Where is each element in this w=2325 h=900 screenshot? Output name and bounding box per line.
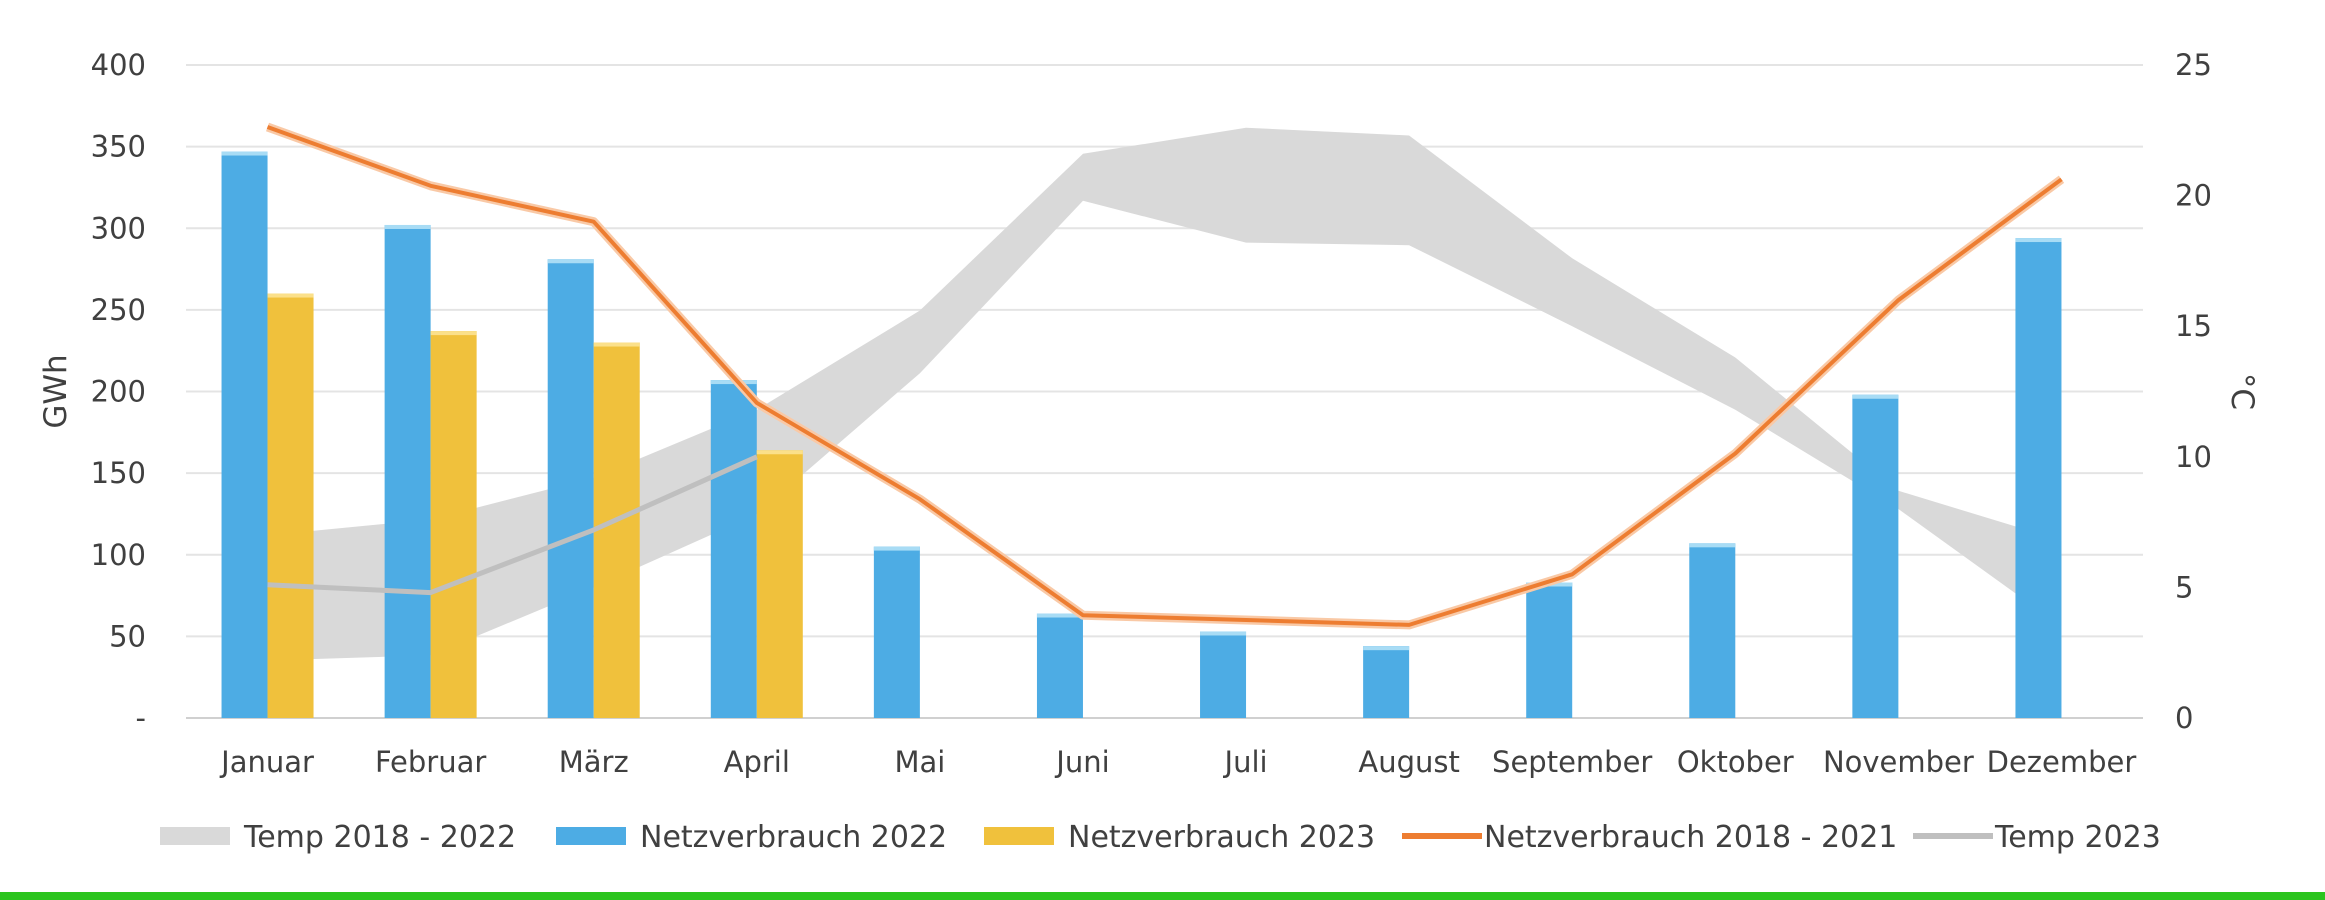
y-right-tick-label: 10 [2175,440,2212,474]
x-tick-label: November [1823,745,1974,779]
legend-item: Netzverbrauch 2018 - 2021 [1402,820,1897,855]
bar-netzverbrauch-2022 [1200,631,1247,718]
bar-netzverbrauch-2022 [221,151,268,718]
lines-layer [265,122,2065,630]
legend-swatch [556,827,626,845]
y-right-tick-label: 25 [2175,48,2212,82]
bar-2022-cap [1036,613,1083,618]
legend-label: Temp 2023 [1994,820,2161,855]
y-right-tick-label: 0 [2175,701,2193,735]
bar-netzverbrauch-2022 [1526,582,1573,718]
x-tick-label: Juni [1054,745,1109,779]
bar-2022-cap [1200,631,1247,636]
bar-2023-cap [267,293,314,298]
legend-swatch [984,827,1054,845]
legend-item: Netzverbrauch 2023 [984,820,1375,855]
bar-2022-cap [2015,238,2062,243]
bar-netzverbrauch-2022 [1852,394,1899,718]
bar-2022-cap [1363,646,1410,651]
bar-netzverbrauch-2022 [2015,238,2062,719]
bar-netzverbrauch-2023 [593,342,640,718]
bar-2022-cap [221,151,268,156]
x-tick-label: Februar [375,745,486,779]
legend-label: Netzverbrauch 2023 [1068,820,1375,855]
bar-2023-cap [756,450,803,455]
legend-swatch [160,827,230,845]
bar-2022-cap [1689,543,1736,548]
y-left-axis-title: GWh [38,354,74,428]
axes-layer: - 50 100 150 200 250 300 350 400 0 5 10 15 20 25 Januar… [38,48,2260,779]
legend-item: Temp 2018 - 2022 [160,820,516,855]
x-tick-label: März [559,745,629,779]
x-tick-label: Mai [894,745,945,779]
y-right-tick-label: 15 [2175,309,2212,343]
legend-item: Temp 2023 [1913,820,2161,855]
bar-netzverbrauch-2022 [384,224,431,719]
bar-2022-cap [547,259,594,264]
legend-label: Netzverbrauch 2018 - 2021 [1484,820,1897,855]
y-right-tick-label: 5 [2175,570,2193,604]
legend: Temp 2018 - 2022 Netzverbrauch 2022 Netzve… [160,820,2161,855]
bar-netzverbrauch-2022 [547,259,594,718]
line-temp-2023 [267,454,758,596]
bar-netzverbrauch-2022 [873,546,920,718]
x-tick-label: Dezember [1987,745,2137,779]
x-tick-label: Oktober [1677,745,1794,779]
y-left-tick-label: 400 [91,48,146,82]
bar-netzverbrauch-2023 [430,331,477,718]
x-tick-label: August [1358,745,1460,779]
x-tick-label: Januar [219,745,314,779]
bar-netzverbrauch-2023 [267,293,314,718]
line-netzverbrauch-2018-2021 [266,125,2063,627]
legend-label: Netzverbrauch 2022 [640,820,947,855]
y-left-tick-label: 200 [91,375,146,409]
y-left-tick-label: - [136,701,146,735]
y-left-tick-label: 100 [91,538,146,572]
y-left-tick-label: 50 [109,619,146,653]
y-right-axis-title: °C [2224,373,2260,410]
bars-layer [221,151,2062,719]
bar-netzverbrauch-2022 [1689,543,1736,718]
y-left-tick-label: 300 [91,211,146,245]
x-tick-label: Juli [1223,745,1268,779]
y-left-tick-label: 350 [91,130,146,164]
bar-netzverbrauch-2023 [756,450,803,718]
bar-netzverbrauch-2022 [710,380,757,718]
bar-2023-cap [430,331,477,336]
legend-item: Netzverbrauch 2022 [556,820,947,855]
y-left-tick-label: 150 [91,456,146,490]
bar-2022-cap [873,546,920,551]
bar-2023-cap [593,342,640,347]
bar-netzverbrauch-2022 [1036,613,1083,718]
bar-2022-cap [1852,394,1899,399]
bar-netzverbrauch-2022 [1363,646,1410,718]
x-tick-label: September [1492,745,1652,779]
bar-2022-cap [384,224,431,229]
y-left-tick-label: 250 [91,293,146,327]
x-tick-label: April [724,745,790,779]
y-right-tick-label: 20 [2175,179,2212,213]
bottom-bar [0,892,2325,900]
legend-label: Temp 2018 - 2022 [243,820,516,855]
